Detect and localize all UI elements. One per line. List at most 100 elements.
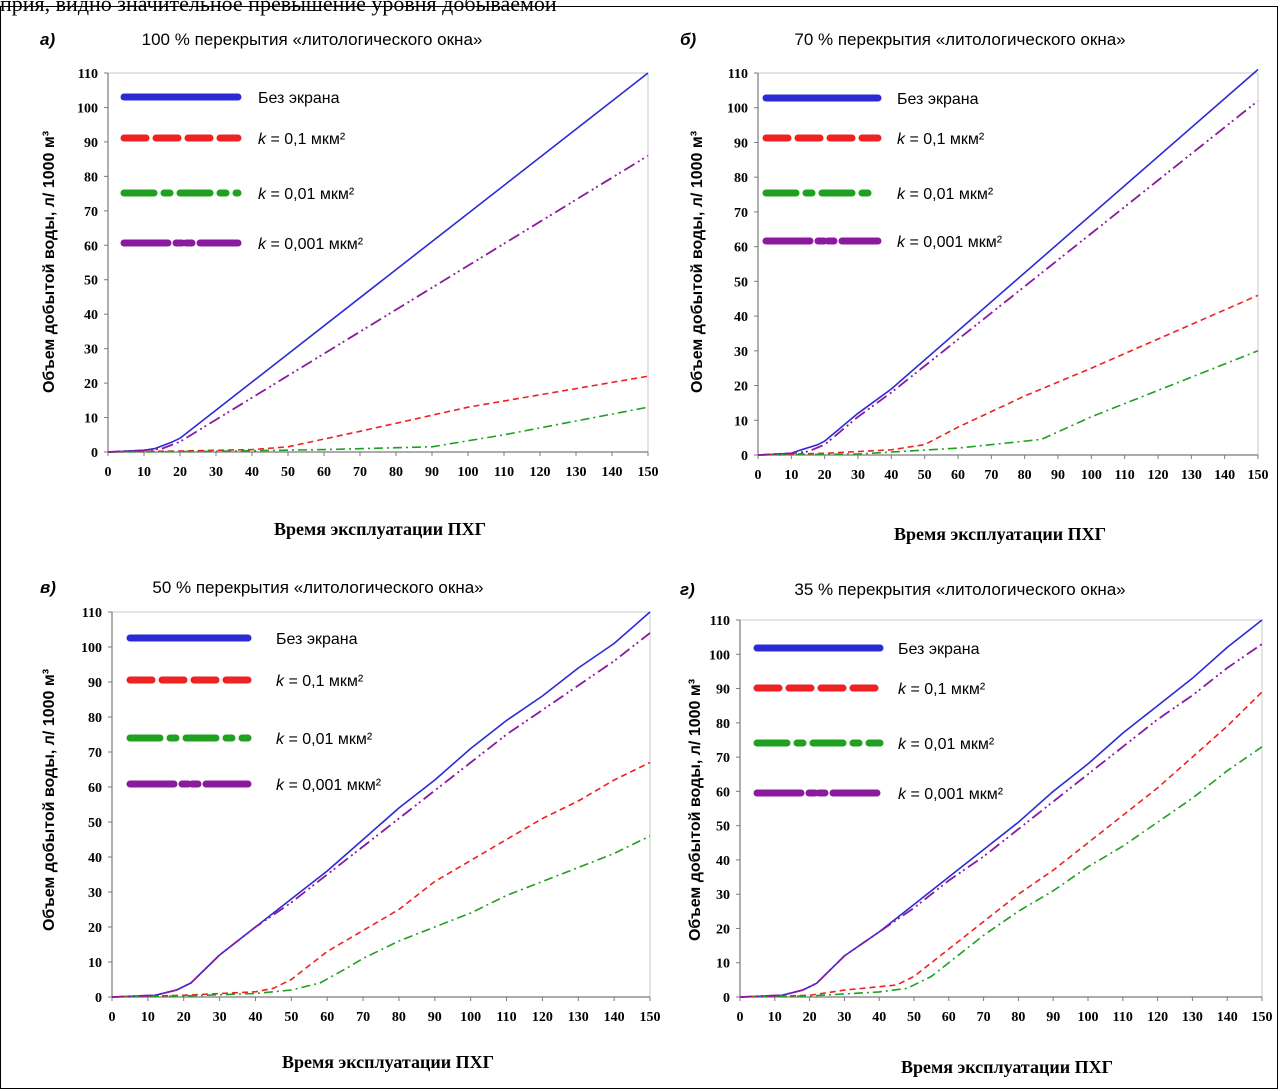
y-tick-label: 20 bbox=[734, 380, 748, 395]
chart-title: 70 % перекрытия «литологического окна» bbox=[794, 30, 1125, 49]
x-axis-label: Время эксплуатации ПХГ bbox=[274, 519, 486, 539]
x-tick-label: 120 bbox=[530, 465, 551, 480]
x-tick-label: 100 bbox=[458, 465, 479, 480]
x-tick-label: 0 bbox=[755, 468, 762, 483]
y-tick-label: 0 bbox=[741, 449, 748, 464]
x-tick-label: 70 bbox=[984, 468, 998, 483]
x-tick-label: 50 bbox=[281, 465, 295, 480]
series-line-3 bbox=[757, 100, 1259, 456]
x-tick-label: 120 bbox=[1148, 468, 1169, 483]
x-tick-label: 40 bbox=[245, 465, 259, 480]
x-tick-label: 70 bbox=[353, 465, 367, 480]
x-tick-label: 50 bbox=[918, 468, 932, 483]
panel-letter: а) bbox=[40, 30, 55, 49]
legend-k-text: = 0,01 мкм² bbox=[906, 736, 995, 753]
chart-title: 100 % перекрытия «литологического окна» bbox=[142, 30, 483, 49]
legend-k-symbol: k bbox=[258, 186, 267, 203]
y-tick-label: 30 bbox=[88, 886, 102, 901]
figure-frame bbox=[0, 6, 1278, 1089]
y-tick-label: 110 bbox=[710, 614, 730, 629]
x-tick-label: 10 bbox=[768, 1010, 782, 1025]
x-tick-label: 50 bbox=[907, 1010, 921, 1025]
legend-k-text: = 0,1 мкм² bbox=[905, 131, 985, 148]
series-line-1 bbox=[111, 761, 651, 998]
x-tick-label: 30 bbox=[209, 465, 223, 480]
legend-label-1: k = 0,1 мкм² bbox=[898, 681, 986, 698]
x-tick-label: 150 bbox=[640, 1010, 661, 1025]
legend-label-3: k = 0,001 мкм² bbox=[897, 234, 1003, 251]
y-tick-label: 100 bbox=[709, 648, 730, 663]
y-tick-label: 10 bbox=[88, 956, 102, 971]
y-tick-label: 80 bbox=[84, 170, 98, 185]
top-caption-text: прия, видно значительное превышение уров… bbox=[0, 0, 557, 16]
y-tick-label: 10 bbox=[716, 957, 730, 972]
panel-letter: б) bbox=[680, 30, 697, 49]
y-tick-label: 0 bbox=[91, 446, 98, 461]
legend-k-text: = 0,01 мкм² bbox=[284, 731, 373, 748]
legend-k-text: = 0,01 мкм² bbox=[905, 186, 994, 203]
x-tick-label: 130 bbox=[1181, 468, 1202, 483]
y-tick-label: 70 bbox=[734, 206, 748, 221]
legend-k-symbol: k bbox=[258, 236, 267, 253]
chart-panel-0: а) 100 % перекрытия «литологического окна… bbox=[40, 30, 659, 539]
series-line-1 bbox=[107, 375, 649, 453]
x-axis-label: Время эксплуатации ПХГ bbox=[901, 1057, 1113, 1077]
y-tick-label: 80 bbox=[716, 717, 730, 732]
x-tick-label: 60 bbox=[951, 468, 965, 483]
plot-area bbox=[757, 72, 1259, 456]
y-tick-label: 100 bbox=[77, 101, 98, 116]
y-tick-label: 50 bbox=[84, 274, 98, 289]
legend-k-symbol: k bbox=[276, 777, 285, 794]
y-tick-label: 110 bbox=[82, 606, 102, 621]
series-line-2 bbox=[739, 746, 1263, 998]
chart-panel-1: б) 70 % перекрытия «литологического окна»… bbox=[680, 30, 1269, 544]
x-tick-label: 140 bbox=[1217, 1010, 1238, 1025]
legend-label-0: Без экрана bbox=[276, 631, 358, 648]
panel-letter: в) bbox=[40, 578, 56, 597]
y-tick-label: 100 bbox=[727, 102, 748, 117]
x-tick-label: 30 bbox=[213, 1010, 227, 1025]
legend-k-symbol: k bbox=[897, 131, 906, 148]
series-line-0 bbox=[757, 68, 1259, 456]
x-tick-label: 40 bbox=[884, 468, 898, 483]
x-tick-label: 20 bbox=[818, 468, 832, 483]
x-tick-label: 0 bbox=[737, 1010, 744, 1025]
y-tick-label: 40 bbox=[88, 851, 102, 866]
x-tick-label: 10 bbox=[784, 468, 798, 483]
y-tick-label: 60 bbox=[88, 781, 102, 796]
legend-k-text: = 0,001 мкм² bbox=[906, 786, 1004, 803]
x-tick-label: 150 bbox=[1248, 468, 1269, 483]
x-tick-label: 90 bbox=[428, 1010, 442, 1025]
x-tick-label: 110 bbox=[496, 1010, 516, 1025]
x-tick-label: 80 bbox=[392, 1010, 406, 1025]
legend-label-2: k = 0,01 мкм² bbox=[897, 186, 994, 203]
x-tick-label: 130 bbox=[1182, 1010, 1203, 1025]
series-line-1 bbox=[739, 691, 1263, 998]
y-tick-label: 50 bbox=[716, 820, 730, 835]
series-line-3 bbox=[107, 154, 649, 453]
y-tick-label: 10 bbox=[734, 414, 748, 429]
series-line-0 bbox=[739, 619, 1263, 998]
legend-k-symbol: k bbox=[897, 234, 906, 251]
x-tick-label: 60 bbox=[320, 1010, 334, 1025]
x-tick-label: 70 bbox=[356, 1010, 370, 1025]
y-tick-label: 70 bbox=[88, 746, 102, 761]
y-tick-label: 40 bbox=[84, 308, 98, 323]
chart-title: 35 % перекрытия «литологического окна» bbox=[794, 580, 1125, 599]
y-tick-label: 90 bbox=[88, 676, 102, 691]
y-tick-label: 80 bbox=[88, 711, 102, 726]
x-tick-label: 110 bbox=[494, 465, 514, 480]
x-tick-label: 150 bbox=[638, 465, 659, 480]
x-tick-label: 90 bbox=[425, 465, 439, 480]
x-tick-label: 80 bbox=[1018, 468, 1032, 483]
x-tick-label: 50 bbox=[284, 1010, 298, 1025]
y-tick-label: 40 bbox=[716, 854, 730, 869]
x-tick-label: 20 bbox=[173, 465, 187, 480]
x-tick-label: 100 bbox=[1078, 1010, 1099, 1025]
x-tick-label: 30 bbox=[851, 468, 865, 483]
chart-panel-3: г) 35 % перекрытия «литологического окна»… bbox=[680, 580, 1273, 1077]
y-tick-label: 90 bbox=[734, 136, 748, 151]
y-tick-label: 90 bbox=[716, 683, 730, 698]
legend-label-2: k = 0,01 мкм² bbox=[898, 736, 995, 753]
